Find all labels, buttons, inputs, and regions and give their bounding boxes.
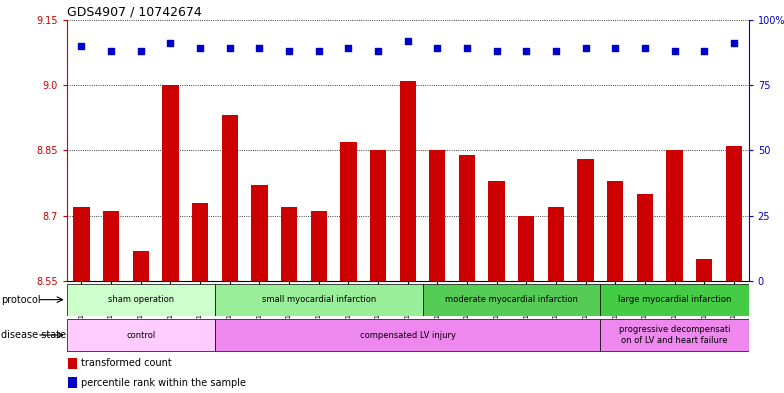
Bar xyxy=(68,358,77,369)
Text: sham operation: sham operation xyxy=(107,295,174,304)
Point xyxy=(313,48,325,54)
Bar xyxy=(548,207,564,281)
Point xyxy=(431,45,444,51)
Point xyxy=(253,45,266,51)
Bar xyxy=(607,181,623,281)
Text: transformed count: transformed count xyxy=(81,358,172,368)
Text: control: control xyxy=(126,331,155,340)
Bar xyxy=(74,207,89,281)
Bar xyxy=(67,319,215,351)
Bar xyxy=(281,207,297,281)
Bar xyxy=(162,85,179,281)
Point xyxy=(579,45,592,51)
Bar xyxy=(103,211,119,281)
Point xyxy=(490,48,503,54)
Bar xyxy=(578,159,593,281)
Bar xyxy=(696,259,713,281)
Bar xyxy=(601,319,749,351)
Bar xyxy=(429,151,445,281)
Point xyxy=(105,48,118,54)
Point xyxy=(401,37,414,44)
Point xyxy=(194,45,206,51)
Point xyxy=(283,48,296,54)
Text: progressive decompensati
on of LV and heart failure: progressive decompensati on of LV and he… xyxy=(619,325,731,345)
Point xyxy=(728,40,740,46)
Point xyxy=(609,45,622,51)
Text: protocol: protocol xyxy=(1,295,41,305)
Text: moderate myocardial infarction: moderate myocardial infarction xyxy=(445,295,578,304)
Bar xyxy=(400,81,416,281)
Bar xyxy=(726,146,742,281)
Point xyxy=(639,45,652,51)
Bar xyxy=(68,377,77,388)
Bar xyxy=(488,181,505,281)
Bar xyxy=(222,116,238,281)
Point xyxy=(698,48,710,54)
Point xyxy=(75,43,88,49)
Bar xyxy=(518,216,535,281)
Bar xyxy=(251,185,267,281)
Bar xyxy=(340,141,357,281)
Bar xyxy=(666,151,683,281)
Bar xyxy=(637,194,653,281)
Bar xyxy=(459,155,475,281)
Point xyxy=(461,45,474,51)
Point xyxy=(223,45,236,51)
Bar xyxy=(370,151,387,281)
Bar xyxy=(192,203,209,281)
Text: large myocardial infarction: large myocardial infarction xyxy=(618,295,731,304)
Bar xyxy=(601,284,749,316)
Bar xyxy=(215,284,423,316)
Point xyxy=(342,45,354,51)
Text: percentile rank within the sample: percentile rank within the sample xyxy=(81,378,246,388)
Point xyxy=(135,48,147,54)
Point xyxy=(520,48,532,54)
Point xyxy=(372,48,384,54)
Text: compensated LV injury: compensated LV injury xyxy=(360,331,456,340)
Point xyxy=(550,48,562,54)
Bar xyxy=(132,250,149,281)
Text: disease state: disease state xyxy=(1,330,66,340)
Point xyxy=(164,40,176,46)
Bar xyxy=(67,284,215,316)
Bar xyxy=(310,211,327,281)
Point xyxy=(668,48,681,54)
Bar xyxy=(215,319,601,351)
Text: small myocardial infarction: small myocardial infarction xyxy=(262,295,376,304)
Text: GDS4907 / 10742674: GDS4907 / 10742674 xyxy=(67,6,201,18)
Bar xyxy=(423,284,601,316)
